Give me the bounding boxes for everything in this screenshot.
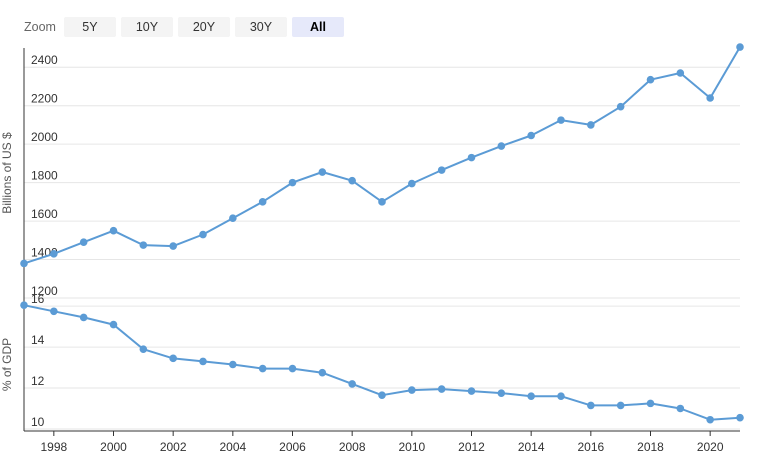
top-panel-y-tick-label: 1800 [31, 169, 58, 183]
bottom-panel-data-point [646, 399, 655, 408]
bottom-panel-data-point [408, 386, 416, 394]
top-panel-data-point [437, 166, 446, 174]
top-panel-data-point [527, 131, 535, 140]
zoom-button-30y[interactable]: 30Y [234, 17, 287, 37]
top-panel-data-point [587, 121, 595, 129]
x-tick-label: 2014 [518, 440, 545, 454]
bottom-panel-y-tick-label: 14 [31, 333, 45, 347]
bottom-panel-y-axis-title: % of GDP [0, 338, 14, 391]
zoom-button-20y[interactable]: 20Y [177, 17, 230, 37]
zoom-label: Zoom [24, 20, 56, 34]
bottom-panel-data-point [437, 385, 446, 393]
top-panel-data-point [139, 241, 148, 249]
top-panel-y-tick-label: 2000 [31, 130, 58, 144]
bottom-panel-data-point [467, 387, 476, 395]
top-panel-data-point [79, 238, 88, 247]
top-panel-y-tick-label: 1200 [31, 284, 58, 298]
bottom-panel-data-point [229, 360, 237, 369]
top-panel-data-point [50, 249, 58, 258]
x-tick-label: 2006 [279, 440, 306, 454]
bottom-panel-series-line [23, 304, 741, 421]
top-panel-data-point [199, 230, 207, 239]
top-panel-data-point [318, 168, 327, 176]
top-panel-data-point [706, 94, 714, 102]
x-tick-label: 2016 [577, 440, 604, 454]
zoom-bar: Zoom 5Y 10Y 20Y 30Y All [24, 17, 349, 37]
bottom-panel-data-point [378, 391, 386, 399]
top-panel-y-tick-label: 2400 [31, 53, 58, 67]
top-panel-y-tick-label: 1600 [31, 207, 58, 221]
top-panel-data-point [616, 102, 625, 111]
top-panel-data-point [288, 178, 297, 187]
top-panel-data-point [467, 153, 476, 162]
zoom-button-all[interactable]: All [291, 17, 344, 37]
bottom-panel-data-point [348, 380, 356, 388]
bottom-panel-data-point [139, 345, 148, 353]
x-tick-label: 2000 [100, 440, 127, 454]
top-panel-data-point [169, 242, 177, 250]
x-tick-label: 1998 [40, 440, 67, 454]
x-tick-label: 2020 [697, 440, 724, 454]
bottom-panel-data-point [706, 415, 714, 424]
zoom-button-10y[interactable]: 10Y [120, 17, 173, 37]
bottom-panel-data-point [318, 368, 327, 377]
bottom-panel-data-point [527, 392, 535, 401]
top-panel-data-point [646, 75, 655, 84]
top-panel-data-point [20, 259, 28, 268]
bottom-panel-y-tick-label: 16 [31, 292, 45, 306]
top-panel-data-point [736, 43, 744, 51]
bottom-panel-data-point [79, 313, 88, 322]
bottom-panel-data-point [169, 354, 177, 363]
zoom-button-5y[interactable]: 5Y [63, 17, 116, 37]
bottom-panel-data-point [50, 307, 58, 316]
bottom-panel-data-point [736, 413, 744, 422]
bottom-panel-data-point [587, 401, 595, 410]
top-panel-data-point [676, 69, 685, 77]
x-tick-label: 2012 [458, 440, 485, 454]
x-tick-label: 2010 [398, 440, 425, 454]
bottom-panel-data-point [109, 320, 118, 329]
bottom-panel-data-point [676, 404, 685, 413]
bottom-panel-y-tick-label: 10 [31, 415, 45, 429]
x-tick-label: 2004 [219, 440, 246, 454]
top-panel-data-point [408, 179, 416, 188]
top-panel-y-tick-label: 2200 [31, 92, 58, 106]
top-panel-data-point [229, 214, 237, 222]
bottom-panel-y-tick-label: 12 [31, 374, 45, 388]
bottom-panel-data-point [258, 364, 267, 373]
x-tick-label: 2018 [637, 440, 664, 454]
top-panel-data-point [557, 116, 565, 124]
bottom-panel-data-point [288, 364, 297, 373]
top-panel-data-point [497, 142, 506, 150]
top-panel-data-point [348, 176, 356, 185]
bottom-panel-data-point [497, 389, 506, 397]
bottom-panel-data-point [199, 357, 207, 366]
x-tick-label: 2002 [160, 440, 187, 454]
top-panel-series-line [23, 46, 741, 265]
bottom-panel-data-point [557, 392, 565, 401]
top-panel-data-point [378, 198, 386, 206]
bottom-panel-data-point [616, 401, 625, 410]
top-panel-data-point [258, 198, 267, 206]
top-panel-data-point [109, 226, 118, 235]
bottom-panel-data-point [20, 301, 28, 309]
x-tick-label: 2008 [339, 440, 366, 454]
top-panel-y-axis-title: Billions of US $ [0, 132, 14, 214]
